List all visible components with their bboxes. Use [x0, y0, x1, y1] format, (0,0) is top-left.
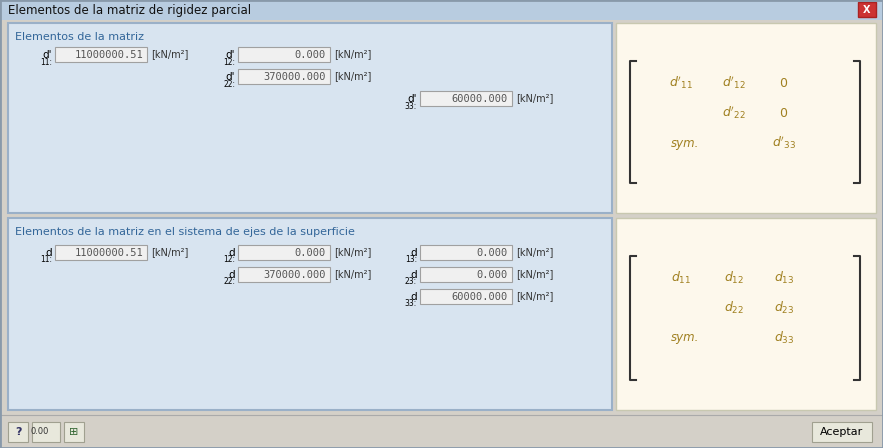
- Text: d': d': [42, 49, 52, 60]
- Text: 0.000: 0.000: [295, 247, 326, 258]
- Text: 12:: 12:: [223, 255, 235, 264]
- Text: 60000.000: 60000.000: [452, 94, 508, 103]
- Text: sym.: sym.: [671, 137, 699, 150]
- Text: d: d: [411, 292, 417, 302]
- Text: Aceptar: Aceptar: [820, 427, 864, 437]
- Text: d': d': [225, 72, 235, 82]
- Text: $d'_{12}$: $d'_{12}$: [722, 75, 746, 91]
- Text: 60000.000: 60000.000: [452, 292, 508, 302]
- Text: $d'_{22}$: $d'_{22}$: [722, 105, 746, 121]
- Bar: [238, 47, 330, 62]
- Bar: [238, 69, 330, 84]
- Text: [kN/m²]: [kN/m²]: [151, 49, 188, 60]
- Bar: [55, 47, 147, 62]
- Bar: [238, 245, 330, 260]
- Text: Elementos de la matriz en el sistema de ejes de la superficie: Elementos de la matriz en el sistema de …: [15, 227, 355, 237]
- Bar: [32, 422, 60, 442]
- Text: $d_{12}$: $d_{12}$: [724, 270, 744, 286]
- Text: [kN/m²]: [kN/m²]: [516, 270, 554, 280]
- Text: d: d: [229, 270, 235, 280]
- Bar: [420, 91, 512, 106]
- Text: [kN/m²]: [kN/m²]: [334, 270, 372, 280]
- Text: [kN/m²]: [kN/m²]: [516, 292, 554, 302]
- Text: 33:: 33:: [404, 300, 417, 309]
- Text: [kN/m²]: [kN/m²]: [516, 94, 554, 103]
- Text: d: d: [411, 247, 417, 258]
- Text: $0$: $0$: [780, 77, 789, 90]
- Bar: [420, 245, 512, 260]
- Text: $d_{13}$: $d_{13}$: [774, 270, 794, 286]
- Text: d: d: [45, 247, 52, 258]
- Text: [kN/m²]: [kN/m²]: [334, 247, 372, 258]
- Text: $d'_{33}$: $d'_{33}$: [772, 135, 796, 151]
- Text: [kN/m²]: [kN/m²]: [334, 72, 372, 82]
- Text: $d_{11}$: $d_{11}$: [671, 270, 691, 286]
- Text: 11000000.51: 11000000.51: [74, 49, 143, 60]
- Text: 0.00: 0.00: [31, 427, 49, 436]
- Bar: [8, 218, 612, 410]
- Text: 0.000: 0.000: [295, 49, 326, 60]
- Text: d': d': [407, 94, 417, 103]
- Text: $d_{23}$: $d_{23}$: [774, 300, 794, 316]
- Bar: [55, 245, 147, 260]
- Text: $d_{33}$: $d_{33}$: [774, 330, 794, 346]
- Text: 13:: 13:: [405, 255, 417, 264]
- Text: 33:: 33:: [404, 102, 417, 111]
- Text: sym.: sym.: [671, 332, 699, 345]
- Text: d': d': [225, 49, 235, 60]
- Text: 370000.000: 370000.000: [263, 270, 326, 280]
- Bar: [616, 218, 876, 410]
- Bar: [64, 422, 84, 442]
- Text: [kN/m²]: [kN/m²]: [516, 247, 554, 258]
- Text: ⊞: ⊞: [69, 427, 79, 437]
- Bar: [812, 422, 872, 442]
- Text: 0.000: 0.000: [477, 247, 508, 258]
- Text: 0.000: 0.000: [477, 270, 508, 280]
- Text: $d'_{11}$: $d'_{11}$: [669, 75, 693, 91]
- Bar: [858, 2, 876, 17]
- Bar: [0, 0, 883, 20]
- Text: 11000000.51: 11000000.51: [74, 247, 143, 258]
- Text: Elementos de la matriz de rigidez parcial: Elementos de la matriz de rigidez parcia…: [8, 4, 251, 17]
- Bar: [420, 289, 512, 304]
- Bar: [420, 267, 512, 282]
- Text: $d_{22}$: $d_{22}$: [724, 300, 744, 316]
- Text: 12:: 12:: [223, 57, 235, 66]
- Text: 370000.000: 370000.000: [263, 72, 326, 82]
- Bar: [238, 267, 330, 282]
- Text: ?: ?: [15, 427, 21, 437]
- Text: [kN/m²]: [kN/m²]: [334, 49, 372, 60]
- Text: [kN/m²]: [kN/m²]: [151, 247, 188, 258]
- Text: d: d: [411, 270, 417, 280]
- Text: X: X: [864, 4, 871, 14]
- Text: 22:: 22:: [223, 277, 235, 287]
- Text: 11:: 11:: [40, 57, 52, 66]
- Text: $0$: $0$: [780, 107, 789, 120]
- Text: Elementos de la matriz: Elementos de la matriz: [15, 32, 144, 42]
- Text: 11:: 11:: [40, 255, 52, 264]
- Bar: [8, 23, 612, 213]
- Text: 22:: 22:: [223, 79, 235, 89]
- Text: 23:: 23:: [405, 277, 417, 287]
- Text: d: d: [229, 247, 235, 258]
- Bar: [616, 23, 876, 213]
- Bar: [8, 422, 28, 442]
